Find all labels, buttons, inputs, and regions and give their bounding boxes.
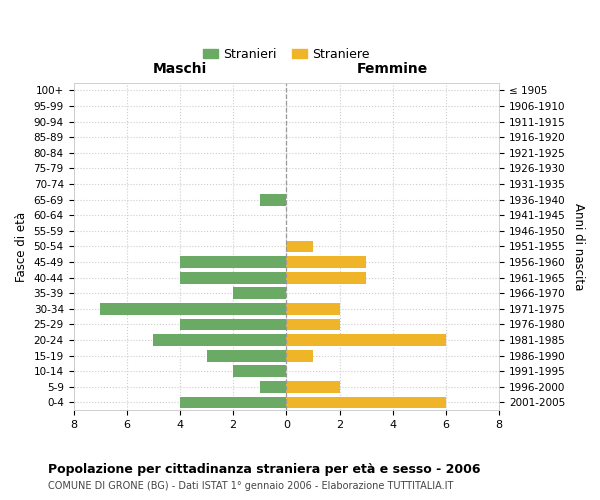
Y-axis label: Fasce di età: Fasce di età	[15, 212, 28, 282]
Bar	[260, 194, 286, 205]
Bar	[286, 334, 446, 346]
Bar	[180, 318, 286, 330]
Bar	[286, 350, 313, 362]
Bar	[286, 318, 340, 330]
Bar	[233, 366, 286, 377]
Bar	[286, 256, 366, 268]
Text: Maschi: Maschi	[153, 62, 207, 76]
Text: Femmine: Femmine	[357, 62, 428, 76]
Bar	[286, 240, 313, 252]
Bar	[206, 350, 286, 362]
Text: COMUNE DI GRONE (BG) - Dati ISTAT 1° gennaio 2006 - Elaborazione TUTTITALIA.IT: COMUNE DI GRONE (BG) - Dati ISTAT 1° gen…	[48, 481, 454, 491]
Y-axis label: Anni di nascita: Anni di nascita	[572, 203, 585, 290]
Bar	[180, 396, 286, 408]
Bar	[286, 381, 340, 392]
Bar	[100, 303, 286, 314]
Bar	[286, 396, 446, 408]
Bar	[233, 288, 286, 299]
Bar	[286, 303, 340, 314]
Bar	[154, 334, 286, 346]
Bar	[180, 256, 286, 268]
Text: Popolazione per cittadinanza straniera per età e sesso - 2006: Popolazione per cittadinanza straniera p…	[48, 462, 481, 475]
Bar	[180, 272, 286, 283]
Bar	[260, 381, 286, 392]
Legend: Stranieri, Straniere: Stranieri, Straniere	[199, 43, 374, 66]
Bar	[286, 272, 366, 283]
